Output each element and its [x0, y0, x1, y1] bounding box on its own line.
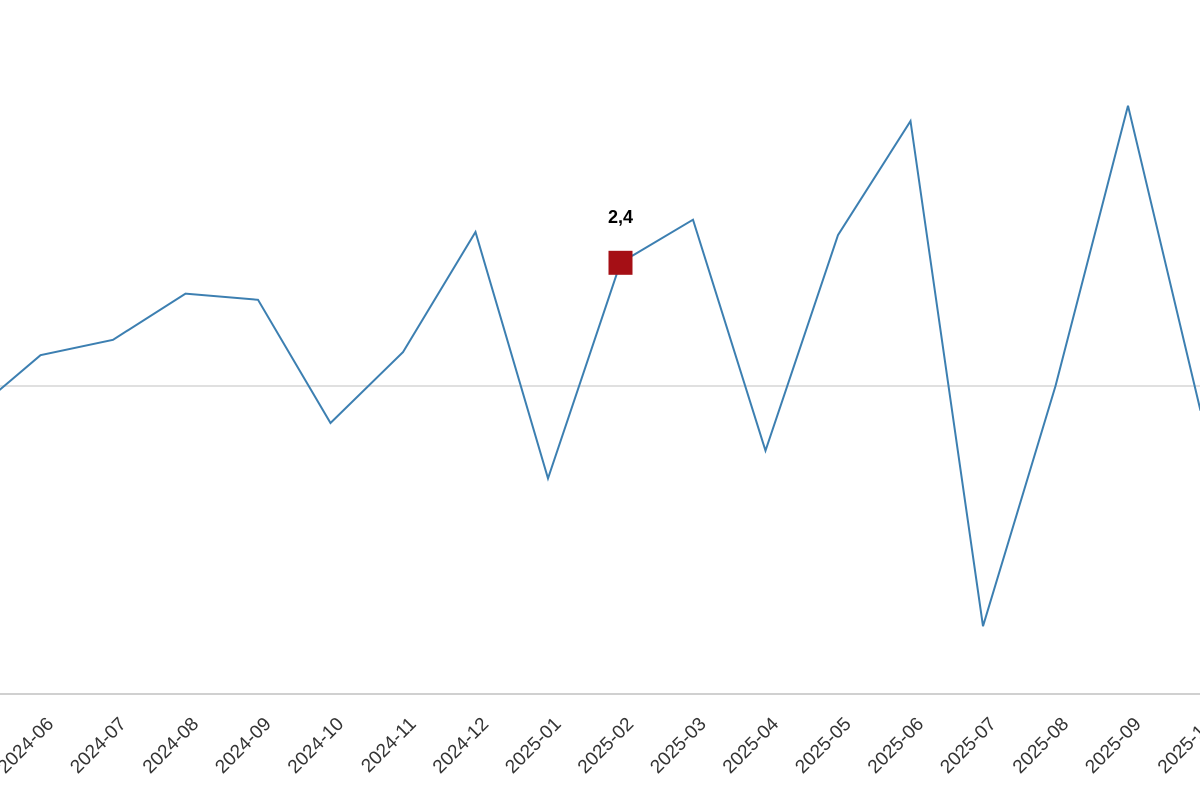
highlight-marker	[608, 250, 633, 275]
highlight-layer: 2,4	[608, 207, 633, 275]
x-tick-label: 2024-11	[357, 714, 420, 777]
x-tick-label: 2025-02	[574, 714, 638, 778]
x-tick-label: 2024-07	[66, 714, 130, 778]
x-tick-label: 2024-09	[211, 714, 275, 778]
x-tick-label: 2024-08	[139, 714, 203, 778]
x-tick-label: 2025-10	[1154, 714, 1200, 778]
x-tick-label: 2025-03	[646, 714, 710, 778]
x-tick-label: 2025-04	[719, 713, 783, 777]
highlight-data-label: 2,4	[608, 207, 633, 227]
x-tick-label: 2024-10	[284, 714, 348, 778]
x-tick-labels: 2024-06 2024-07 2024-08 2024-09 2024-10 2024-…	[0, 713, 1200, 777]
series-line-1	[0, 105, 1200, 627]
x-tick-label: 2025-06	[864, 714, 928, 778]
series-layer	[0, 105, 1200, 627]
x-tick-label: 2025-09	[1081, 714, 1145, 778]
x-tick-label: 2025-08	[1009, 714, 1073, 778]
x-tick-label: 2024-12	[429, 714, 493, 778]
x-tick-label: 2024-06	[0, 714, 58, 778]
x-tick-label: 2025-01	[501, 714, 565, 778]
x-tick-label: 2025-07	[936, 714, 1000, 778]
x-tick-label: 2025-05	[791, 714, 855, 778]
